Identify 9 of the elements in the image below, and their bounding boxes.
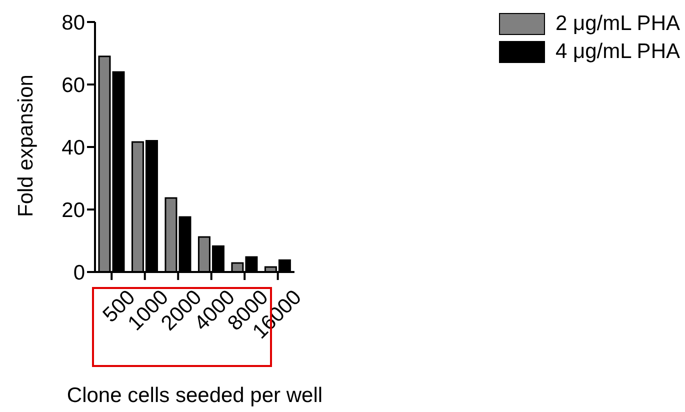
y-tick-label: 60 (62, 74, 85, 97)
y-tick-label: 20 (62, 198, 85, 222)
y-tick-label: 40 (62, 136, 85, 160)
y-tick-label: 0 (73, 261, 85, 284)
y-tick-label: 80 (62, 11, 85, 34)
legend-label: 2 μg/mL PHA (555, 12, 680, 36)
legend-label: 4 μg/mL PHA (555, 40, 680, 64)
x-axis-title: Clone cells seeded per well (66, 384, 323, 407)
y-axis-title: Fold expansion (14, 74, 38, 217)
